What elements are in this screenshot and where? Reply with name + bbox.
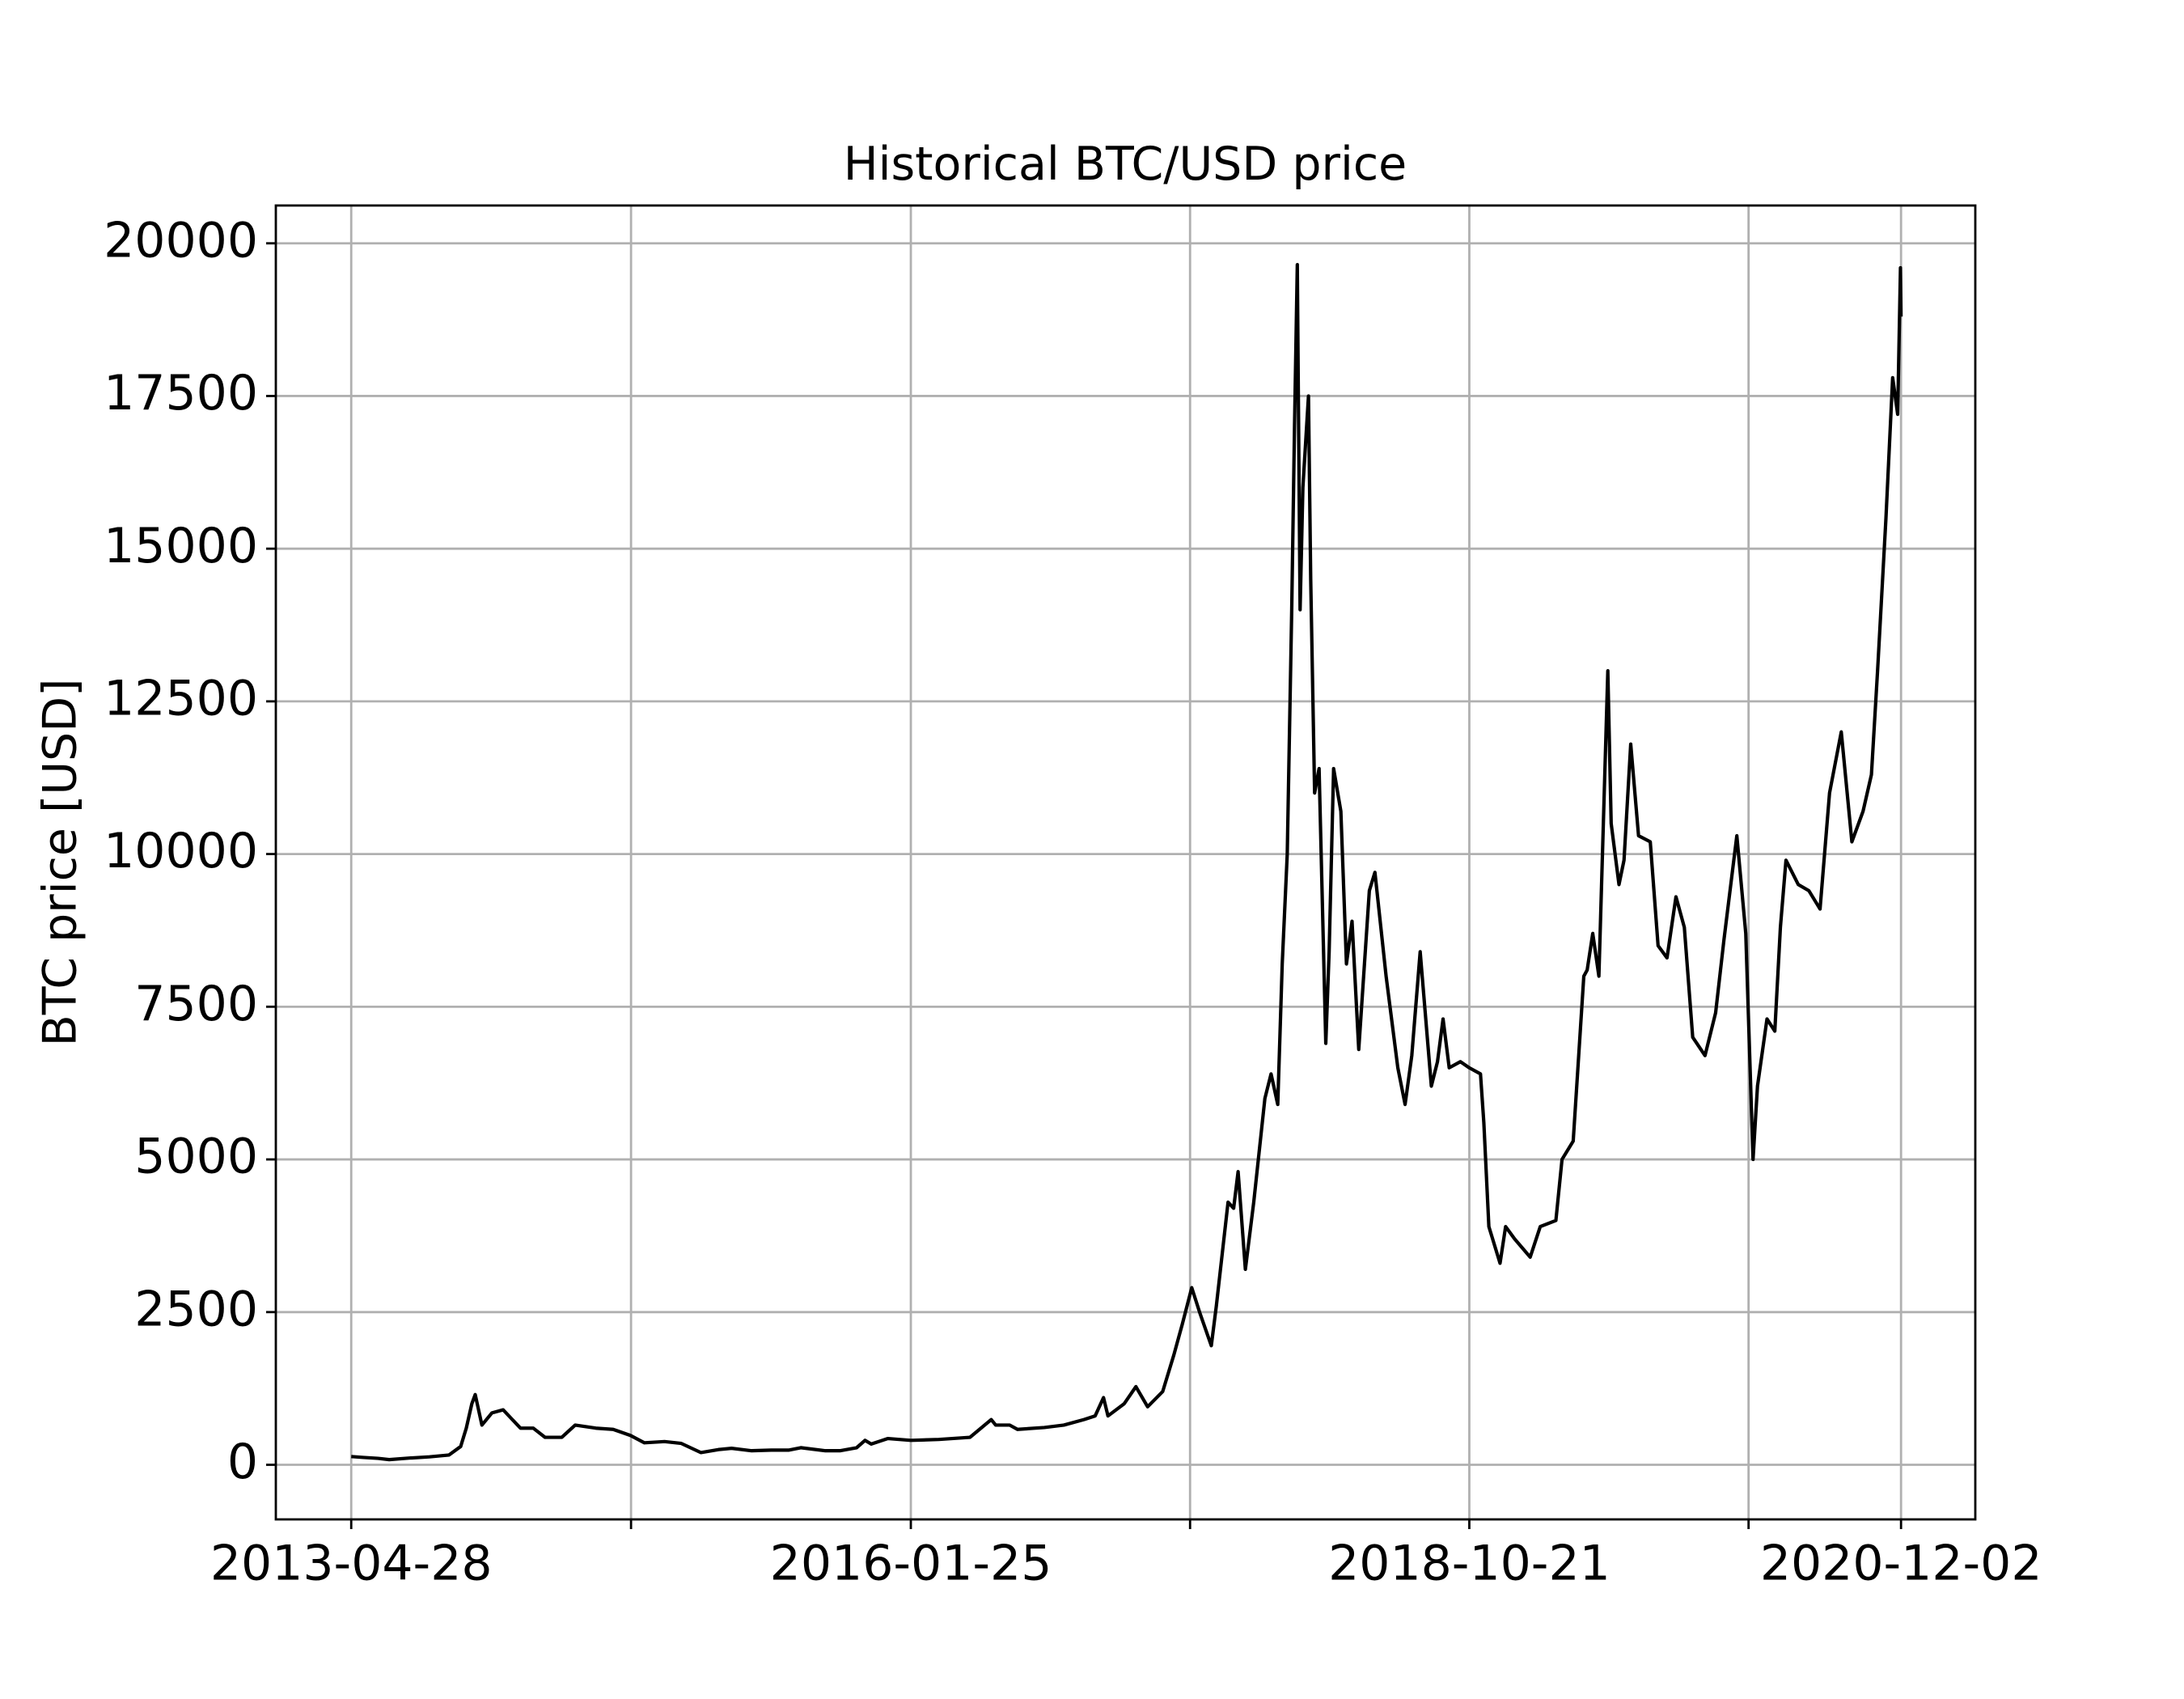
x-tick-label: 2016-01-25 bbox=[770, 1536, 1052, 1592]
y-tick-label: 2500 bbox=[134, 1281, 258, 1337]
y-axis-label: BTC price [USD] bbox=[34, 679, 87, 1047]
x-tick-label: 2018-10-21 bbox=[1328, 1536, 1610, 1592]
y-tick-label: 5000 bbox=[134, 1129, 258, 1185]
y-tick-label: 12500 bbox=[104, 670, 258, 727]
y-tick-label: 0 bbox=[227, 1434, 258, 1490]
price-line bbox=[351, 263, 1903, 1462]
y-tick-label: 17500 bbox=[104, 365, 258, 422]
y-tick-label: 7500 bbox=[134, 976, 258, 1032]
y-tick-label: 20000 bbox=[104, 212, 258, 269]
y-tick-label: 10000 bbox=[104, 823, 258, 879]
x-tick-label: 2020-12-02 bbox=[1760, 1536, 2042, 1592]
plot-frame bbox=[274, 204, 1977, 1521]
x-tick-label: 2013-04-28 bbox=[210, 1536, 493, 1592]
y-tick-label: 15000 bbox=[104, 518, 258, 574]
chart-title: Historical BTC/USD price bbox=[844, 138, 1407, 191]
